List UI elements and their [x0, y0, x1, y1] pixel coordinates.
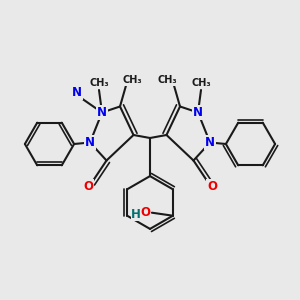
Text: O: O [140, 206, 150, 219]
Text: CH₃: CH₃ [191, 78, 211, 88]
Text: H: H [131, 208, 141, 221]
Text: CH₃: CH₃ [158, 75, 177, 85]
Text: N: N [72, 86, 82, 100]
Text: N: N [97, 106, 107, 119]
Text: N: N [205, 136, 215, 149]
Text: CH₃: CH₃ [89, 78, 109, 88]
Text: CH₃: CH₃ [123, 75, 142, 85]
Text: O: O [83, 179, 93, 193]
Text: N: N [85, 136, 95, 149]
Text: O: O [207, 179, 217, 193]
Text: N: N [193, 106, 203, 119]
